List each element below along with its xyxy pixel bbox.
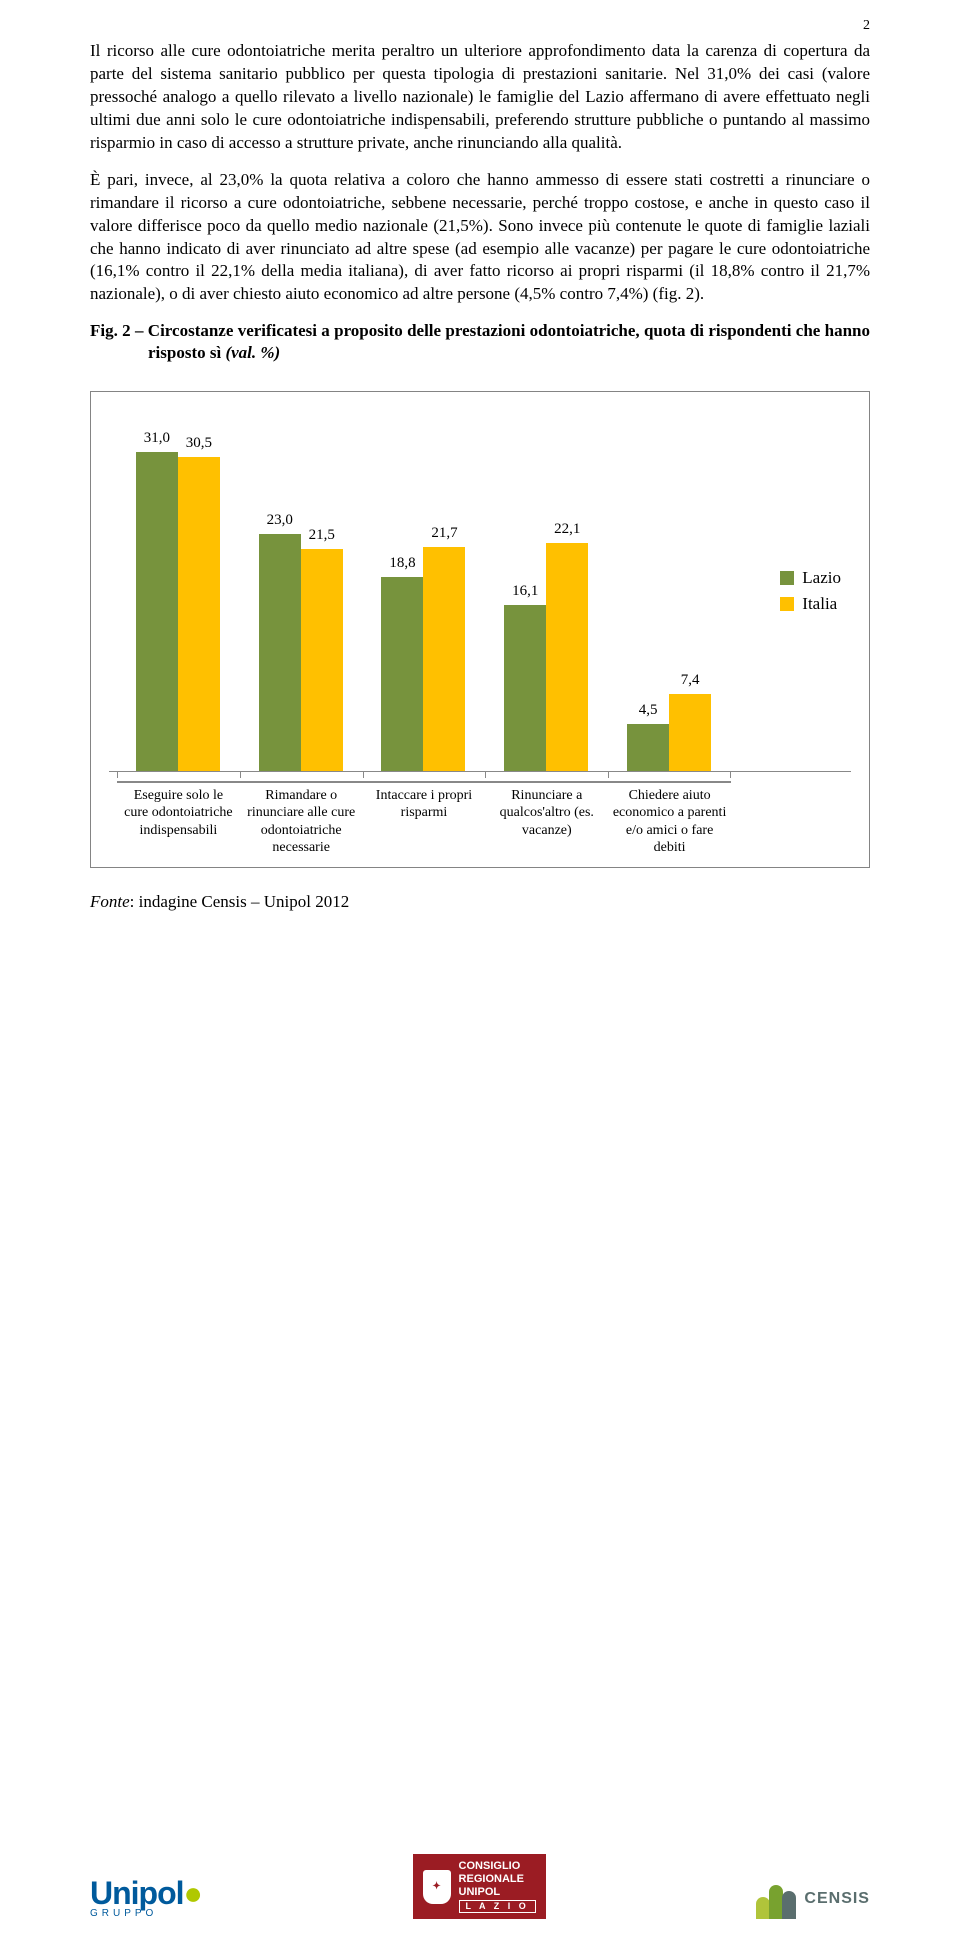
logo-unipol-brand: Unipol	[90, 1875, 184, 1911]
logo-consiglio-text: CONSIGLIO REGIONALE UNIPOL L A Z I O	[459, 1860, 536, 1913]
bar-italia: 7,4	[669, 694, 711, 770]
logo-unipol-dot-icon: ●	[184, 1875, 202, 1911]
x-axis-label: Eseguire solo le cure odontoiatriche ind…	[117, 781, 240, 857]
bar-group: 31,030,5	[117, 412, 240, 771]
figure-caption-prefix: Fig. 2 –	[90, 321, 148, 340]
source-label: Fonte	[90, 892, 130, 911]
consiglio-region: L A Z I O	[459, 1900, 536, 1912]
legend-swatch-icon	[780, 597, 794, 611]
logo-consiglio-regionale: ✦ CONSIGLIO REGIONALE UNIPOL L A Z I O	[413, 1854, 546, 1919]
source-text: : indagine Censis – Unipol 2012	[130, 892, 350, 911]
x-axis-label: Rimandare o rinunciare alle cure odontoi…	[240, 781, 363, 857]
bar-italia: 21,7	[423, 547, 465, 770]
paragraph-1: Il ricorso alle cure odontoiatriche meri…	[90, 40, 870, 155]
x-axis-label: Chiedere aiuto economico a parenti e/o a…	[608, 781, 731, 857]
consiglio-line3: UNIPOL	[459, 1886, 536, 1899]
logo-unipol: Unipol● GRUPPO	[90, 1875, 202, 1919]
chart-legend: Lazio Italia	[780, 562, 841, 620]
legend-label: Lazio	[802, 568, 841, 588]
x-axis-labels: Eseguire solo le cure odontoiatriche ind…	[109, 782, 851, 857]
x-tick-row	[109, 772, 851, 778]
censis-mark-icon	[756, 1879, 796, 1919]
bar-group: 4,57,4	[608, 412, 731, 771]
bar-value-label: 22,1	[546, 521, 588, 538]
bar-group: 18,821,7	[363, 412, 486, 771]
consiglio-line2: REGIONALE	[459, 1873, 536, 1886]
x-axis-label: Intaccare i propri risparmi	[363, 781, 486, 857]
bar-value-label: 4,5	[627, 702, 669, 719]
bar-lazio: 23,0	[259, 534, 301, 771]
bar-value-label: 7,4	[669, 672, 711, 689]
shield-icon: ✦	[423, 1870, 451, 1904]
page-number: 2	[863, 18, 870, 34]
bar-lazio: 4,5	[627, 724, 669, 770]
bar-group: 23,021,5	[240, 412, 363, 771]
logo-censis-text: CENSIS	[804, 1890, 870, 1908]
chart-container: 31,030,523,021,518,821,716,122,14,57,4La…	[90, 391, 870, 868]
bar-value-label: 21,5	[301, 527, 343, 544]
chart-source: Fonte: indagine Censis – Unipol 2012	[90, 892, 870, 912]
bar-italia: 30,5	[178, 457, 220, 771]
figure-caption: Fig. 2 – Circostanze verificatesi a prop…	[90, 320, 870, 364]
figure-caption-ital: (val. %)	[225, 343, 280, 362]
bar-value-label: 16,1	[504, 583, 546, 600]
logo-censis: CENSIS	[756, 1879, 870, 1919]
bar-lazio: 18,8	[381, 577, 423, 770]
bar-lazio: 31,0	[136, 452, 178, 771]
legend-item-italia: Italia	[780, 594, 841, 614]
bar-value-label: 30,5	[178, 435, 220, 452]
bar-italia: 22,1	[546, 543, 588, 770]
x-axis-label: Rinunciare a qualcos'altro (es. vacanze)	[485, 781, 608, 857]
bar-value-label: 21,7	[423, 525, 465, 542]
bar-value-label: 18,8	[381, 555, 423, 572]
footer-logos: Unipol● GRUPPO ✦ CONSIGLIO REGIONALE UNI…	[90, 1854, 870, 1919]
chart-plot-area: 31,030,523,021,518,821,716,122,14,57,4La…	[109, 412, 851, 772]
body-text: Il ricorso alle cure odontoiatriche meri…	[90, 40, 870, 306]
legend-label: Italia	[802, 594, 837, 614]
paragraph-2: È pari, invece, al 23,0% la quota relati…	[90, 169, 870, 307]
consiglio-line1: CONSIGLIO	[459, 1860, 536, 1873]
logo-unipol-text: Unipol●	[90, 1875, 202, 1912]
bar-group: 16,122,1	[485, 412, 608, 771]
legend-item-lazio: Lazio	[780, 568, 841, 588]
bar-value-label: 31,0	[136, 430, 178, 447]
bar-value-label: 23,0	[259, 512, 301, 529]
legend-swatch-icon	[780, 571, 794, 585]
bar-lazio: 16,1	[504, 605, 546, 771]
bar-italia: 21,5	[301, 549, 343, 770]
